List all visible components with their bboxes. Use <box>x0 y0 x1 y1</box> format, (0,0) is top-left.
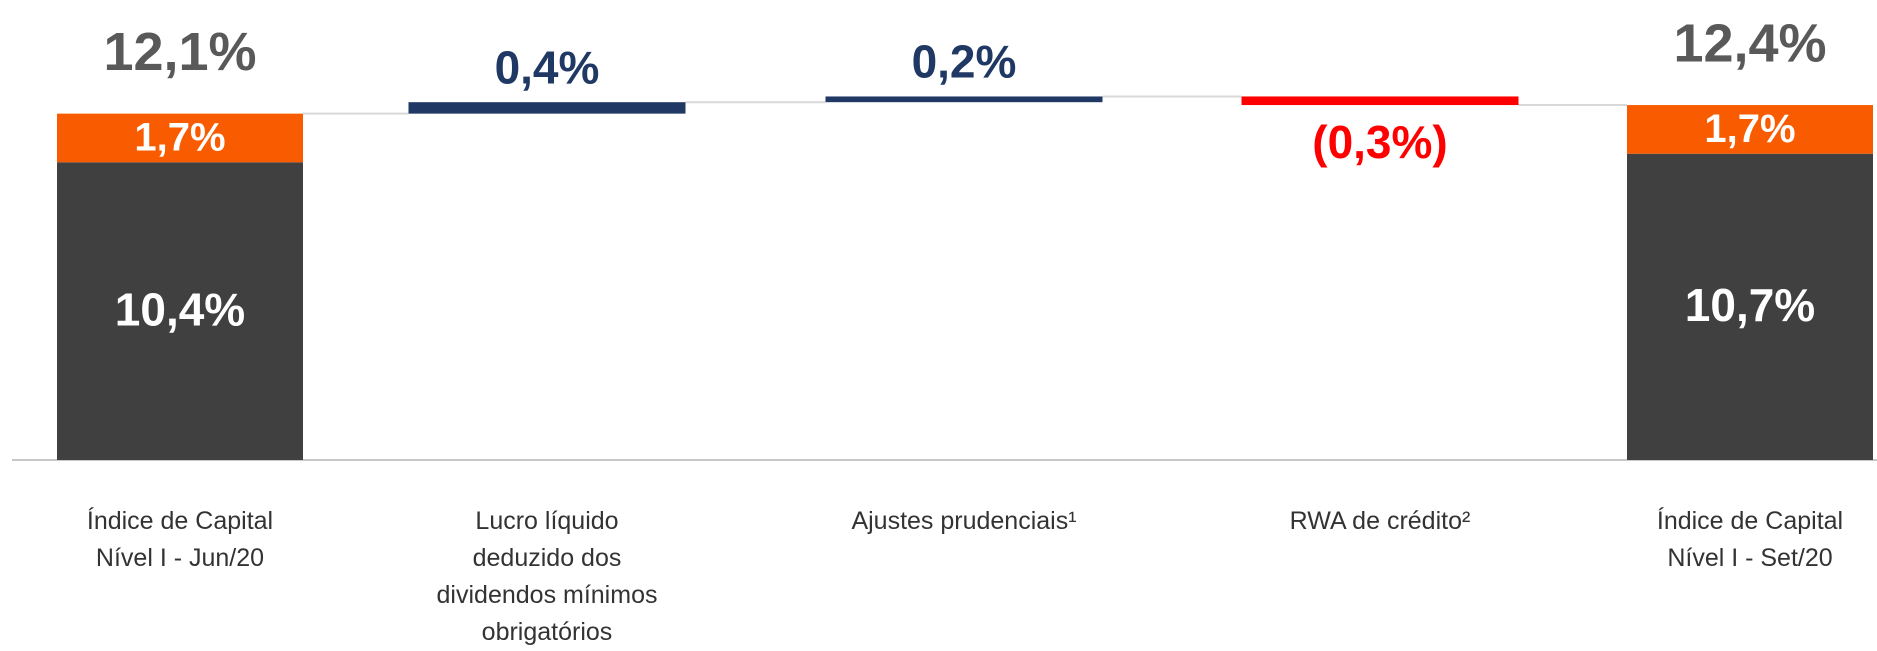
delta-label: (0,3%) <box>1312 116 1447 168</box>
segment-label: 1,7% <box>1704 107 1795 151</box>
delta-bar <box>408 102 686 114</box>
delta-bar <box>1241 96 1519 106</box>
total-label: 12,1% <box>103 22 256 82</box>
x-tick-label: Índice de Capital Nível I - Set/20 <box>1656 507 1844 572</box>
delta-label: 0,2% <box>912 36 1017 88</box>
bar-segment <box>57 113 303 163</box>
x-tick-label: RWA de crédito² <box>1289 507 1471 535</box>
segment-label: 10,4% <box>115 283 245 335</box>
bar-segment <box>1627 105 1873 154</box>
total-label: 12,4% <box>1673 13 1826 73</box>
x-tick-label: Ajustes prudenciais¹ <box>851 507 1077 535</box>
x-tick-label: Índice de Capital Nível I - Jun/20 <box>86 507 274 572</box>
bar-segment <box>1627 153 1873 460</box>
segment-label: 10,7% <box>1685 279 1815 331</box>
segment-label: 1,7% <box>134 116 225 160</box>
bar-segment <box>57 162 303 461</box>
x-tick-label: Lucro líquido deduzido dos dividendos mí… <box>436 507 658 646</box>
delta-label: 0,4% <box>495 41 600 93</box>
delta-bar <box>825 96 1103 103</box>
